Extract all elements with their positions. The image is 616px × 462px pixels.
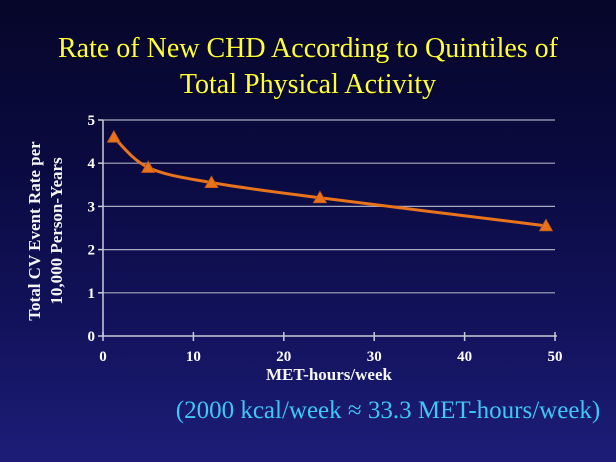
data-point-marker — [106, 129, 122, 143]
x-tick-label: 20 — [276, 349, 291, 365]
data-point-marker — [141, 160, 156, 173]
slide-title: Rate of New CHD According to Quintiles o… — [0, 31, 616, 103]
slide-title-line1: Rate of New CHD According to Quintiles o… — [57, 33, 559, 64]
x-tick-label: 10 — [186, 349, 201, 365]
x-tick-label: 50 — [548, 349, 563, 365]
y-tick-label: 5 — [88, 113, 96, 129]
slide-title-line2: Total Physical Activity — [179, 69, 437, 100]
data-point-marker — [538, 218, 554, 232]
x-tick-label: 30 — [367, 349, 382, 365]
footnote-equivalence-text: (2000 kcal/week ≈ 33.3 MET-hours/week) — [175, 397, 601, 424]
y-tick-label: 3 — [88, 199, 96, 215]
y-tick-label: 0 — [88, 329, 96, 345]
x-tick-label: 40 — [457, 349, 472, 365]
x-axis-title: MET-hours/week — [266, 365, 392, 384]
event-rate-line — [112, 135, 548, 228]
y-tick-label: 4 — [88, 156, 96, 172]
data-point-marker — [204, 175, 219, 189]
x-tick-label: 0 — [99, 349, 107, 365]
y-tick-label: 1 — [88, 286, 96, 302]
data-point-marker — [312, 190, 328, 204]
y-tick-label: 2 — [88, 243, 96, 259]
